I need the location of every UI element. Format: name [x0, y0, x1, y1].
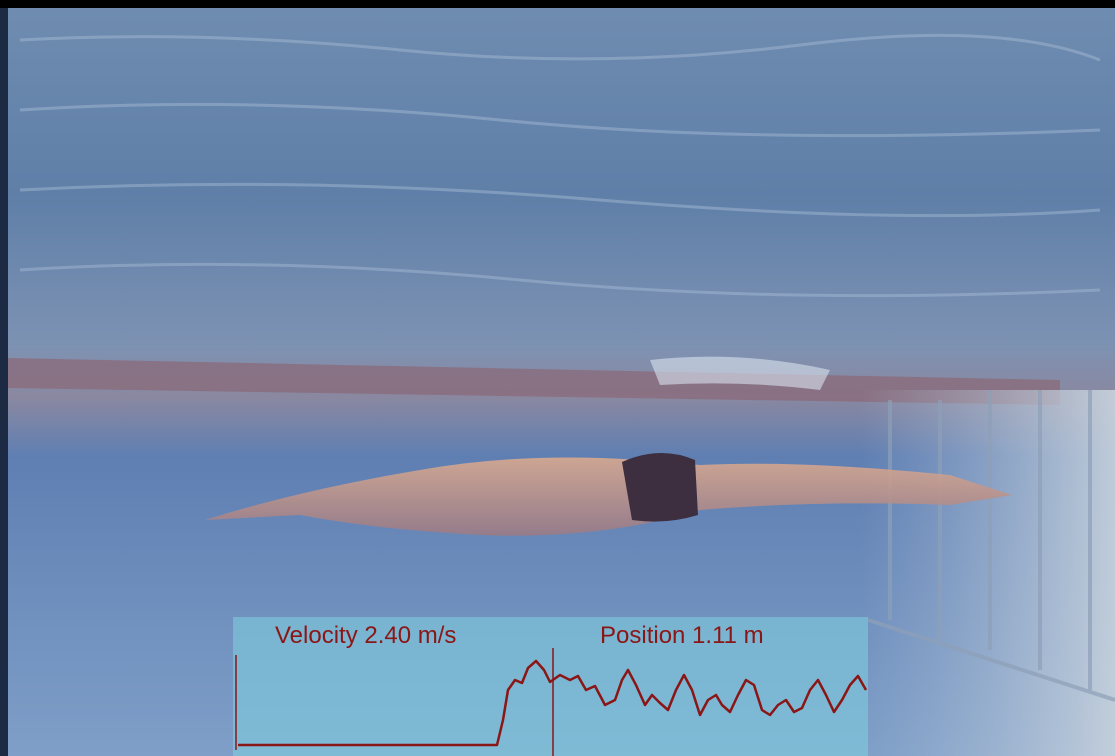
telemetry-overlay: Velocity 2.40 m/s Position 1.11 m: [233, 617, 868, 756]
position-readout: Position 1.11 m: [600, 622, 764, 649]
video-frame: Velocity 2.40 m/s Position 1.11 m: [0, 0, 1115, 756]
velocity-readout: Velocity 2.40 m/s: [275, 622, 456, 649]
